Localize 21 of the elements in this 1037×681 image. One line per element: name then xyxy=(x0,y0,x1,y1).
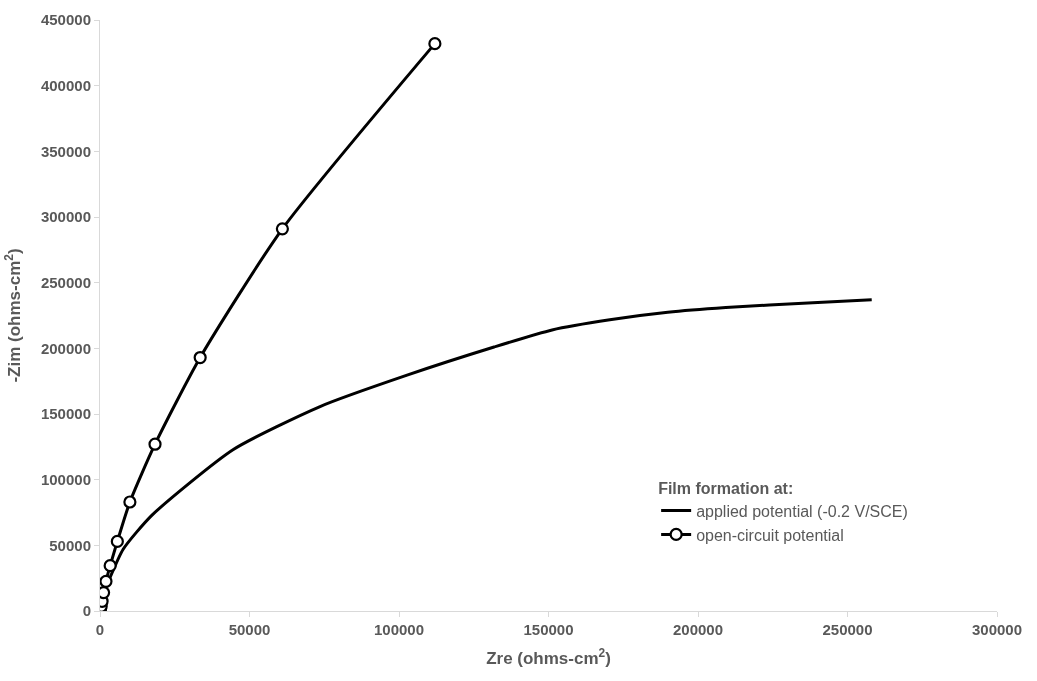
y-tick-label: 300000 xyxy=(40,208,91,226)
y-tick-label: 150000 xyxy=(40,405,91,423)
legend-label: open-circuit potential xyxy=(696,526,844,544)
x-tick-label: 250000 xyxy=(822,621,873,638)
x-tick-label: 150000 xyxy=(523,621,574,638)
y-tick-label: 0 xyxy=(82,602,91,620)
y-tick-label: 200000 xyxy=(40,339,91,357)
y-tick-label: 450000 xyxy=(40,11,91,29)
x-tick-label: 200000 xyxy=(672,621,724,638)
y-tick-label: 400000 xyxy=(40,76,91,94)
y-tick-label: 250000 xyxy=(40,273,91,291)
x-tick-label: 100000 xyxy=(373,621,425,638)
y-tick-label: 350000 xyxy=(40,142,91,160)
x-tick-label: 0 xyxy=(95,621,105,638)
x-tick-label: 300000 xyxy=(971,621,1023,638)
x-axis-title: Zre (ohms-cm$^{2}$) xyxy=(486,646,611,669)
y-tick-label: 50000 xyxy=(49,536,91,554)
legend-title: Film formation at: xyxy=(658,479,794,497)
legend-label: applied potential (-0.2 V/SCE) xyxy=(696,502,908,520)
x-tick-label: 50000 xyxy=(228,621,271,638)
y-tick-label: 100000 xyxy=(40,470,91,488)
